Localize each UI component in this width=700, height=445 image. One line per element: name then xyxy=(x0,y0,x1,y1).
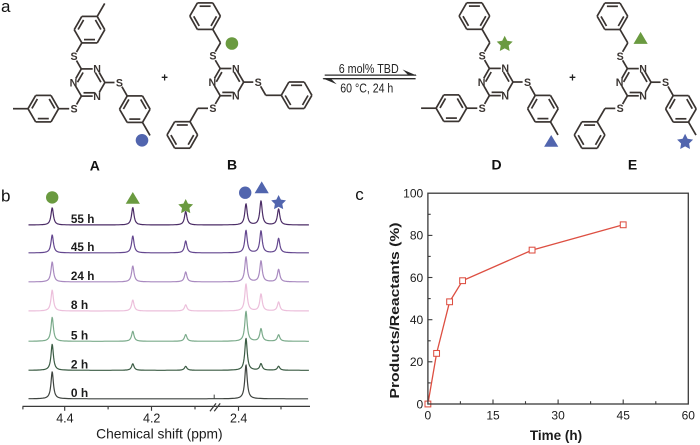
svg-text:60: 60 xyxy=(682,408,696,422)
svg-text:N: N xyxy=(208,77,216,89)
svg-text:30: 30 xyxy=(551,408,565,422)
svg-text:S: S xyxy=(662,77,669,89)
svg-text:0: 0 xyxy=(425,408,432,422)
svg-text:A: A xyxy=(90,157,100,173)
svg-text:Chemical shift (ppm): Chemical shift (ppm) xyxy=(96,427,223,442)
svg-text:S: S xyxy=(71,51,78,63)
svg-text:+: + xyxy=(161,73,168,85)
svg-text:N: N xyxy=(70,77,78,89)
svg-text:S: S xyxy=(524,77,531,89)
svg-text:24 h: 24 h xyxy=(71,271,95,283)
svg-text:N: N xyxy=(232,91,240,103)
svg-text:4.2: 4.2 xyxy=(143,411,160,425)
svg-text:S: S xyxy=(479,51,486,63)
svg-text:N: N xyxy=(501,63,509,75)
svg-text:5 h: 5 h xyxy=(71,330,88,342)
svg-text:S: S xyxy=(71,103,78,115)
svg-text:2.4: 2.4 xyxy=(230,411,247,425)
svg-text:45: 45 xyxy=(617,408,631,422)
svg-text:60: 60 xyxy=(410,271,424,285)
svg-text:N: N xyxy=(93,64,101,76)
svg-text:D: D xyxy=(491,157,501,173)
svg-text:Products/Reactants (%): Products/Reactants (%) xyxy=(387,223,402,399)
svg-text:100: 100 xyxy=(403,187,423,201)
svg-text:Time (h): Time (h) xyxy=(530,428,582,443)
svg-text:N: N xyxy=(639,91,647,103)
svg-text:S: S xyxy=(479,103,486,115)
svg-text:N: N xyxy=(232,63,240,75)
svg-text:45 h: 45 h xyxy=(71,242,95,254)
svg-text:80: 80 xyxy=(410,229,424,243)
svg-text:S: S xyxy=(617,103,624,115)
svg-text:2 h: 2 h xyxy=(71,359,88,371)
svg-text:N: N xyxy=(639,63,647,75)
svg-text:S: S xyxy=(209,103,216,115)
svg-text:0: 0 xyxy=(417,397,424,411)
svg-text:55 h: 55 h xyxy=(71,214,95,226)
svg-text:c: c xyxy=(355,185,364,204)
svg-text:b: b xyxy=(1,186,10,205)
svg-text:20: 20 xyxy=(410,355,424,369)
svg-text:N: N xyxy=(616,77,624,89)
svg-text:E: E xyxy=(628,157,637,173)
svg-text:+: + xyxy=(569,72,576,84)
svg-text:60 °C, 24 h: 60 °C, 24 h xyxy=(340,80,393,95)
svg-text:B: B xyxy=(227,157,237,173)
svg-text:a: a xyxy=(1,0,11,16)
svg-text:S: S xyxy=(617,51,624,63)
svg-text:6 mol% TBD: 6 mol% TBD xyxy=(339,61,399,76)
svg-text:4.4: 4.4 xyxy=(56,411,73,425)
svg-text:0 h: 0 h xyxy=(71,388,88,400)
svg-text:8 h: 8 h xyxy=(71,300,88,312)
svg-text:15: 15 xyxy=(486,408,500,422)
svg-text:S: S xyxy=(209,51,216,63)
svg-text:S: S xyxy=(116,77,123,89)
svg-text:N: N xyxy=(93,91,101,103)
svg-text:40: 40 xyxy=(410,313,424,327)
svg-text:S: S xyxy=(255,77,262,89)
svg-text:N: N xyxy=(478,77,486,89)
svg-text:N: N xyxy=(501,90,509,102)
